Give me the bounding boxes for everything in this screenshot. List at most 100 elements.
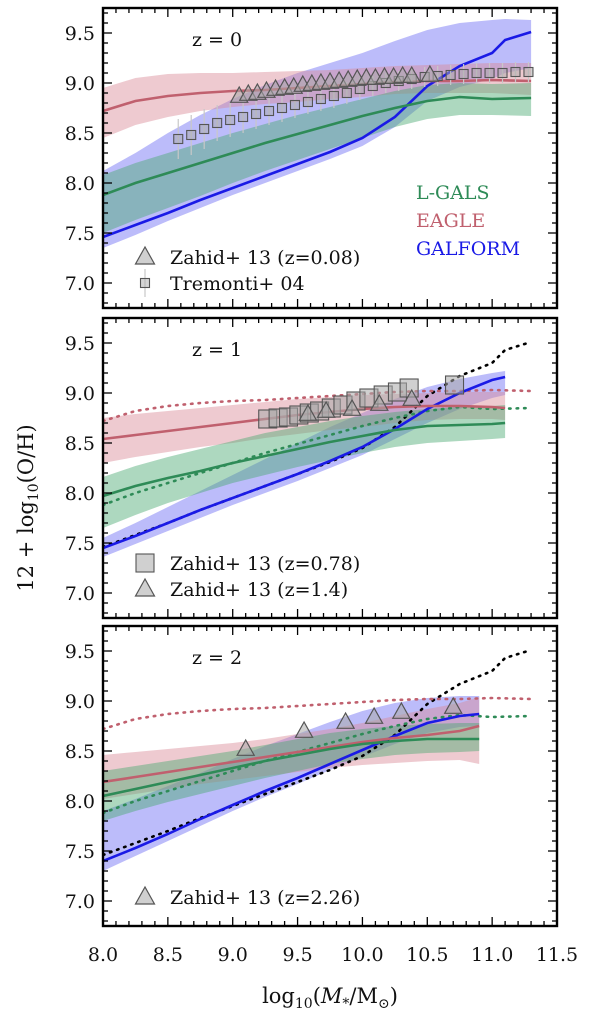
- y-axis-title: 12 + log10(O/H): [14, 424, 42, 591]
- x-tick-label: 8.5: [153, 944, 183, 966]
- y-tick-label: 8.0: [65, 173, 95, 195]
- obs-square-marker: [328, 90, 339, 102]
- obs-square-marker: [238, 111, 249, 123]
- legend-triangle-marker: [134, 885, 156, 905]
- eagle-median-line: [103, 724, 480, 784]
- panel-0: 7.0 7.5 8.0 8.5 9.0 9.5 z = 0 Zahid+ 13 (z=0.08…: [65, 6, 559, 310]
- x-title-close: ): [390, 984, 398, 1008]
- model-label-eagle: EAGLE: [416, 210, 485, 232]
- panel-ticks: [102, 318, 558, 618]
- x-title-slash: /M: [349, 984, 378, 1008]
- obs-square-marker: [263, 105, 275, 117]
- y-tick-label: 9.0: [65, 383, 95, 405]
- legend-square-marker: [139, 277, 151, 289]
- obs-square-marker: [445, 69, 456, 81]
- obs-square-marker: [497, 67, 508, 79]
- galform-median-line: [103, 375, 506, 550]
- obs-triangle-marker: [364, 706, 384, 724]
- y-tick-label: 9.0: [65, 691, 95, 713]
- lgals-median-line: [103, 737, 480, 798]
- lgals-median-line: [103, 421, 506, 498]
- obs-triangle-marker: [294, 720, 314, 738]
- panels-group: 7.0 7.5 8.0 8.5 9.0 9.5 z = 0 Zahid+ 13 (z=0.08…: [65, 6, 559, 928]
- y-title-prefix: 12 + log: [14, 501, 38, 591]
- y-tick-label: 9.5: [65, 333, 95, 355]
- y-tick-label: 9.5: [65, 641, 95, 663]
- y-tick-label: 7.0: [65, 583, 95, 605]
- obs-square-marker: [315, 93, 326, 105]
- panel-2: 7.0 7.5 8.0 8.5 9.0 9.5 z = 2 Zahid+ 13 (z=2.26…: [65, 624, 559, 928]
- y-tick-label: 8.0: [65, 791, 95, 813]
- x-title-star: *: [342, 996, 349, 1012]
- panel-frame: [101, 6, 559, 310]
- y-tick-label: 8.5: [65, 433, 95, 455]
- y-tick-label: 7.0: [65, 891, 95, 913]
- obs-square-marker: [510, 66, 521, 78]
- obs-triangle-marker: [236, 738, 256, 756]
- panel-redshift-label: z = 0: [192, 29, 242, 51]
- obs-square-marker: [444, 375, 465, 395]
- x-title-open: (: [313, 984, 321, 1008]
- legend-label: Tremonti+ 04: [170, 273, 305, 295]
- galform-median-line: [103, 712, 480, 863]
- obs-square-marker: [186, 129, 197, 141]
- obs-triangle-marker: [402, 388, 422, 406]
- x-tick-label: 8.0: [88, 944, 118, 966]
- obs-square-marker: [484, 67, 495, 79]
- obs-triangle-marker: [420, 64, 440, 82]
- obs-square-marker: [199, 123, 210, 135]
- x-title-base: 10: [295, 996, 313, 1012]
- legend-label: Zahid+ 13 (z=0.08): [170, 247, 360, 269]
- plot-area: [103, 19, 534, 248]
- obs-square-marker: [458, 68, 469, 80]
- obs-triangle-marker: [443, 696, 463, 714]
- legend-label: Zahid+ 13 (z=0.78): [170, 553, 360, 575]
- y-tick-label: 8.5: [65, 741, 95, 763]
- panel-redshift-label: z = 2: [192, 647, 242, 669]
- model-label-l-gals: L-GALS: [416, 182, 490, 204]
- obs-square-marker: [289, 99, 301, 111]
- obs-square-marker: [173, 133, 184, 145]
- lgals-scatter-band: [103, 723, 480, 821]
- y-tick-label: 8.0: [65, 483, 95, 505]
- x-title-m: M: [320, 984, 343, 1008]
- legend-triangle-marker: [134, 245, 156, 265]
- x-title-sun: ⊙: [378, 996, 390, 1012]
- obs-triangle-marker: [298, 403, 318, 421]
- plot-area: [103, 340, 533, 557]
- legend-label: Zahid+ 13 (z=1.4): [170, 579, 348, 601]
- x-tick-label: 10.0: [341, 944, 383, 966]
- lgals-median-line: [103, 95, 532, 197]
- x-tick-label: 9.0: [218, 944, 248, 966]
- plot-area: [103, 648, 533, 871]
- panel-frame: [101, 624, 559, 928]
- obs-square-marker: [251, 108, 262, 120]
- model-label-galform: GALFORM: [416, 238, 520, 260]
- panel-1: 7.0 7.5 8.0 8.5 9.0 9.5 z = 1 Zahid+ 13 (z=0.78…: [65, 316, 559, 620]
- lgals-z0-reference-line: [103, 405, 533, 507]
- y-tick-label: 7.5: [65, 223, 95, 245]
- obs-triangle-marker: [342, 398, 362, 416]
- y-tick-label: 7.0: [65, 273, 95, 295]
- legend-label: Zahid+ 13 (z=2.26): [170, 887, 360, 909]
- obs-triangle-marker: [391, 701, 411, 719]
- obs-triangle-marker: [369, 393, 389, 411]
- eagle-scatter-band: [103, 392, 506, 463]
- panel-redshift-label: z = 1: [192, 339, 242, 361]
- obs-triangle-marker: [335, 711, 356, 729]
- y-title-suffix: (O/H): [14, 424, 38, 483]
- y-tick-label: 9.0: [65, 73, 95, 95]
- lgals-z0-reference-line: [103, 713, 533, 815]
- lgals-scatter-band: [103, 405, 506, 528]
- y-tick-label: 7.5: [65, 533, 95, 555]
- obs-triangle-marker: [316, 400, 336, 418]
- obs-square-marker: [471, 67, 482, 79]
- x-tick-label: 11.0: [471, 944, 513, 966]
- panel-ticks: [102, 8, 558, 308]
- galform-z0-reference-line: [103, 648, 533, 857]
- panel-ticks: [102, 626, 558, 926]
- obs-square-marker: [212, 117, 223, 129]
- legend-triangle-marker: [134, 577, 156, 597]
- y-tick-label: 9.5: [65, 23, 95, 45]
